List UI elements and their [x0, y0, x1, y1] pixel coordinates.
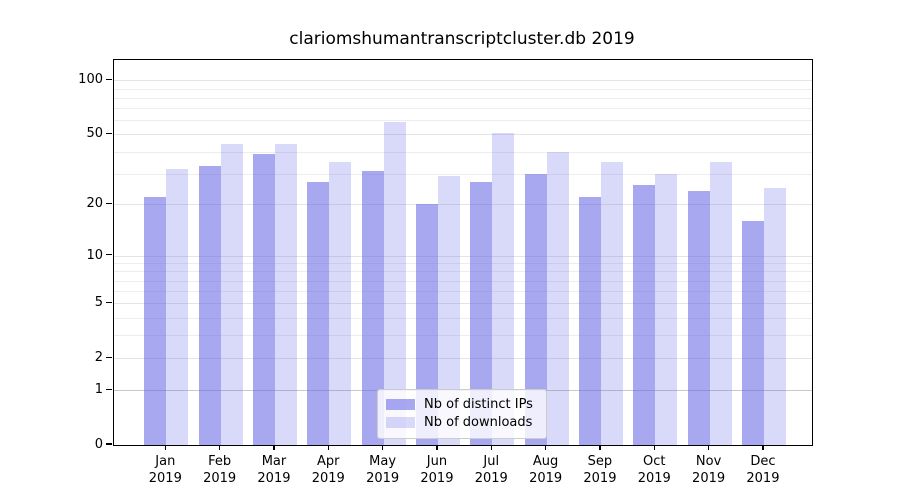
- gridline-60: [114, 120, 812, 122]
- legend-label-downloads: Nb of downloads: [424, 415, 533, 430]
- x-tick-mark-aug: [544, 445, 547, 450]
- y-tick-mark-1: [106, 388, 112, 390]
- x-tick-label-jul: Jul 2019: [474, 454, 508, 486]
- gridline-40: [114, 151, 812, 153]
- y-tick-mark-10: [106, 253, 112, 256]
- x-tick-label-dec: Dec 2019: [746, 454, 780, 486]
- y-tick-label-10: 10: [86, 247, 103, 263]
- plot-area: [113, 59, 813, 446]
- x-tick-mark-jan: [164, 445, 166, 450]
- bar-distinct-ips-jun: [415, 204, 438, 445]
- legend-item-distinct-ips: Nb of distinct IPs: [386, 396, 538, 413]
- bar-distinct-ips-sep: [578, 197, 601, 445]
- x-tick-mark-sep: [599, 445, 601, 450]
- gridline-2: [114, 358, 812, 360]
- gridline-30: [114, 173, 812, 175]
- bar-downloads-dec: [763, 187, 786, 445]
- gridline-70: [114, 108, 812, 110]
- bar-distinct-ips-aug: [524, 173, 547, 445]
- x-tick-mark-dec: [762, 445, 764, 450]
- x-tick-label-mar: Mar 2019: [257, 454, 291, 486]
- y-tick-label-100: 100: [78, 72, 103, 88]
- gridline-10: [114, 255, 812, 257]
- bar-distinct-ips-mar: [252, 153, 275, 445]
- gridline-7: [114, 280, 812, 282]
- x-tick-mark-feb: [218, 445, 221, 450]
- bar-distinct-ips-may: [361, 171, 384, 445]
- x-tick-label-apr: Apr 2019: [311, 454, 345, 486]
- bar-distinct-ips-dec: [741, 221, 764, 445]
- x-tick-label-feb: Feb 2019: [203, 454, 237, 486]
- bar-distinct-ips-jan: [144, 197, 167, 445]
- bar-distinct-ips-apr: [307, 181, 330, 445]
- y-tick-label-1: 1: [94, 382, 103, 398]
- bar-downloads-nov: [709, 161, 732, 445]
- x-tick-mark-apr: [327, 445, 329, 450]
- y-tick-label-50: 50: [86, 126, 103, 142]
- gridline-8: [114, 271, 812, 273]
- gridline-3: [114, 335, 812, 337]
- bar-downloads-jul: [492, 132, 515, 445]
- x-tick-label-jan: Jan 2019: [148, 454, 182, 486]
- bar-downloads-jun: [437, 176, 460, 445]
- gridline-90: [114, 88, 812, 90]
- gridline-9: [114, 263, 812, 265]
- x-tick-label-jun: Jun 2019: [420, 454, 454, 486]
- x-tick-mark-may: [381, 445, 384, 450]
- x-tick-label-nov: Nov 2019: [692, 454, 726, 486]
- x-tick-label-aug: Aug 2019: [529, 454, 563, 486]
- y-tick-mark-50: [106, 132, 112, 135]
- bar-downloads-sep: [600, 161, 623, 445]
- x-tick-mark-mar: [273, 445, 275, 450]
- x-tick-label-may: May 2019: [366, 454, 400, 486]
- bar-downloads-aug: [546, 151, 569, 445]
- gridline-5: [114, 303, 812, 305]
- gridline-6: [114, 291, 812, 293]
- legend-item-downloads: Nb of downloads: [386, 414, 538, 431]
- y-tick-label-0: 0: [94, 437, 103, 452]
- y-tick-label-2: 2: [94, 350, 103, 366]
- gridline-100: [114, 80, 812, 82]
- bar-distinct-ips-jul: [470, 181, 493, 445]
- y-tick-mark-100: [106, 78, 112, 81]
- bar-downloads-feb: [220, 144, 243, 445]
- chart-title: clariomshumantranscriptcluster.db 2019: [289, 29, 635, 49]
- x-tick-mark-nov: [707, 445, 710, 450]
- x-tick-label-sep: Sep 2019: [583, 454, 617, 486]
- y-tick-mark-2: [106, 356, 112, 358]
- legend-label-distinct-ips: Nb of distinct IPs: [424, 397, 533, 412]
- y-tick-label-5: 5: [94, 295, 103, 311]
- gridline-20: [114, 204, 812, 206]
- bar-distinct-ips-oct: [633, 184, 656, 445]
- bar-downloads-oct: [655, 173, 678, 445]
- legend: Nb of distinct IPs Nb of downloads: [377, 389, 547, 439]
- x-tick-mark-jun: [436, 445, 438, 450]
- y-tick-mark-0: [106, 443, 112, 445]
- legend-swatch-distinct-ips: [386, 399, 415, 410]
- y-tick-mark-20: [106, 202, 112, 205]
- gridline-50: [114, 134, 812, 136]
- y-tick-label-20: 20: [86, 196, 103, 212]
- bar-downloads-apr: [329, 161, 352, 445]
- gridline-4: [114, 317, 812, 319]
- bar-distinct-ips-feb: [198, 166, 221, 445]
- x-tick-mark-oct: [653, 445, 655, 450]
- legend-swatch-downloads: [386, 417, 415, 428]
- y-tick-mark-5: [106, 301, 112, 304]
- x-tick-mark-jul: [490, 445, 492, 450]
- bar-downloads-mar: [274, 144, 297, 445]
- bar-distinct-ips-nov: [687, 190, 710, 445]
- x-tick-label-oct: Oct 2019: [637, 454, 671, 486]
- gridline-80: [114, 97, 812, 99]
- bar-downloads-jan: [166, 168, 189, 445]
- bar-downloads-may: [383, 121, 406, 445]
